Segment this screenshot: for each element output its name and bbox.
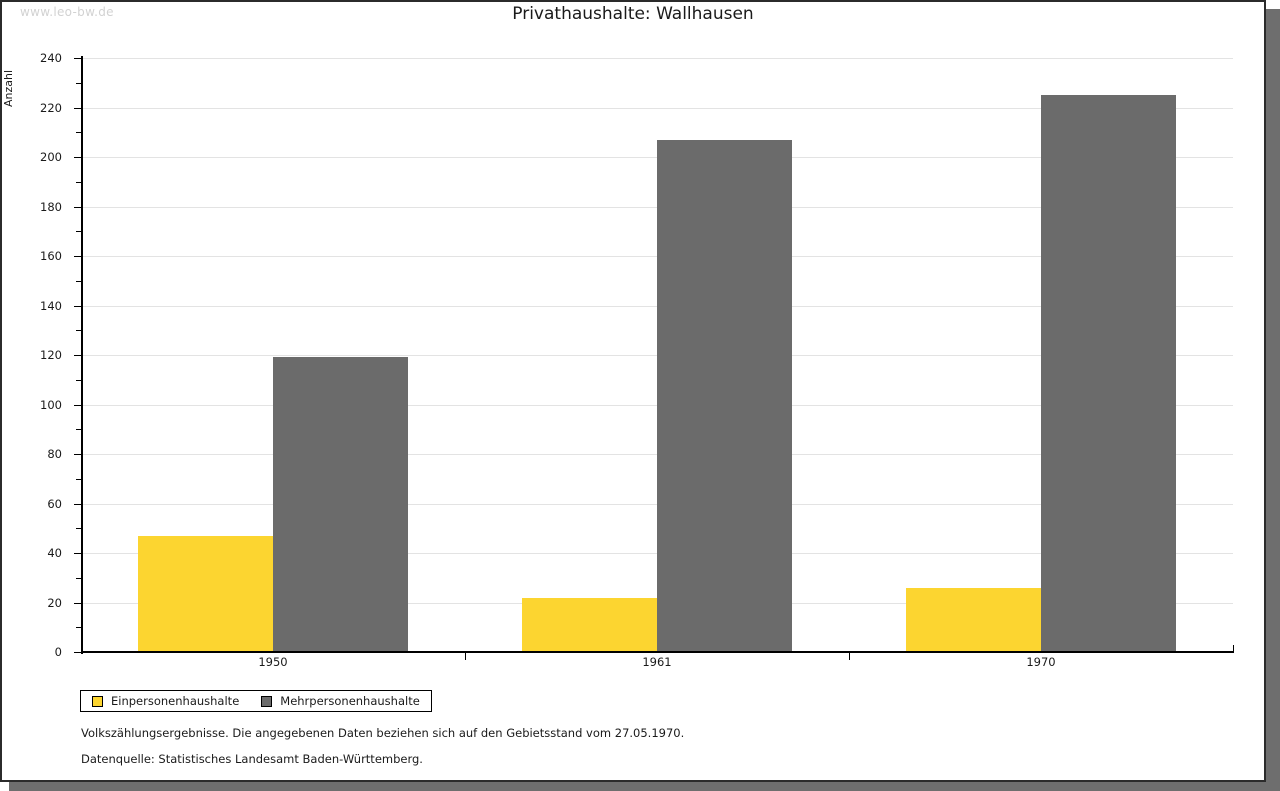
y-tick-label: 140 <box>40 298 62 313</box>
y-tick <box>74 404 81 406</box>
y-tick <box>74 553 81 554</box>
y-tick-label: 120 <box>40 348 62 362</box>
y-tick <box>74 652 81 653</box>
legend-item[interactable]: Einpersonenhaushalte <box>92 694 239 708</box>
y-axis-line <box>81 56 83 654</box>
y-tick-minor <box>76 627 81 629</box>
y-tick <box>74 602 81 604</box>
plot-area <box>81 58 1233 652</box>
y-tick <box>74 355 81 356</box>
footnote-source: Datenquelle: Statistisches Landesamt Bad… <box>81 752 423 766</box>
y-tick <box>74 503 81 505</box>
footnote-note: Volkszählungsergebnisse. Die angegebenen… <box>81 726 685 740</box>
x-axis-end-tick <box>1233 645 1234 653</box>
y-tick-label: 20 <box>47 595 62 610</box>
y-tick-minor <box>76 379 81 381</box>
window-shadow-bottom <box>9 782 1280 791</box>
y-tick <box>74 58 81 59</box>
bar-1970-einpersonenhaushalte[interactable] <box>906 587 1041 652</box>
x-tick <box>849 653 850 660</box>
y-tick-minor <box>76 330 81 332</box>
y-tick-label: 0 <box>54 645 62 659</box>
y-tick-minor <box>76 280 81 282</box>
bar-1961-einpersonenhaushalte[interactable] <box>522 597 657 652</box>
x-tick <box>465 653 466 660</box>
y-tick-label: 240 <box>40 51 62 65</box>
y-tick <box>74 454 81 455</box>
y-tick-minor <box>76 132 81 134</box>
bar-1961-mehrpersonenhaushalte[interactable] <box>657 139 792 652</box>
y-tick <box>74 157 81 158</box>
y-tick-minor <box>76 577 81 579</box>
y-tick <box>74 305 81 307</box>
y-tick-minor <box>76 478 81 480</box>
y-tick-label: 40 <box>47 546 62 560</box>
legend-label: Mehrpersonenhaushalte <box>280 694 420 708</box>
bar-1950-einpersonenhaushalte[interactable] <box>138 535 273 652</box>
y-tick-minor <box>76 82 81 84</box>
y-tick-minor <box>76 231 81 233</box>
x-tick-label: 1950 <box>258 655 288 669</box>
y-tick <box>74 206 81 208</box>
y-tick-minor <box>76 528 81 530</box>
y-axis-label: Anzahl <box>2 69 15 107</box>
watermark: www.leo-bw.de <box>20 5 114 19</box>
x-tick-label: 1961 <box>642 655 672 669</box>
y-tick-minor <box>76 429 81 431</box>
y-tick-minor <box>76 181 81 183</box>
y-tick <box>74 107 81 109</box>
bar-1970-mehrpersonenhaushalte[interactable] <box>1041 95 1176 652</box>
y-tick-label: 160 <box>40 249 62 263</box>
y-tick-label: 60 <box>47 496 62 511</box>
bar-1950-mehrpersonenhaushalte[interactable] <box>273 357 408 652</box>
y-tick-label: 180 <box>40 199 62 214</box>
y-tick-label: 220 <box>40 100 62 115</box>
gridline <box>81 58 1233 59</box>
legend-item[interactable]: Mehrpersonenhaushalte <box>261 694 420 708</box>
chart-title: Privathaushalte: Wallhausen <box>512 4 754 24</box>
legend: Einpersonenhaushalte Mehrpersonenhaushal… <box>80 690 432 712</box>
x-axis-line <box>81 651 1234 653</box>
window-shadow-right <box>1266 9 1280 791</box>
legend-swatch-einpersonenhaushalte <box>92 695 103 707</box>
y-tick-label: 80 <box>47 447 62 461</box>
legend-label: Einpersonenhaushalte <box>111 694 240 708</box>
y-tick-label: 200 <box>40 150 62 164</box>
gridline <box>81 107 1233 109</box>
y-tick-label: 100 <box>40 397 62 412</box>
y-tick <box>74 256 81 257</box>
legend-swatch-mehrpersonenhaushalte <box>261 695 273 707</box>
x-tick-label: 1970 <box>1026 655 1056 669</box>
